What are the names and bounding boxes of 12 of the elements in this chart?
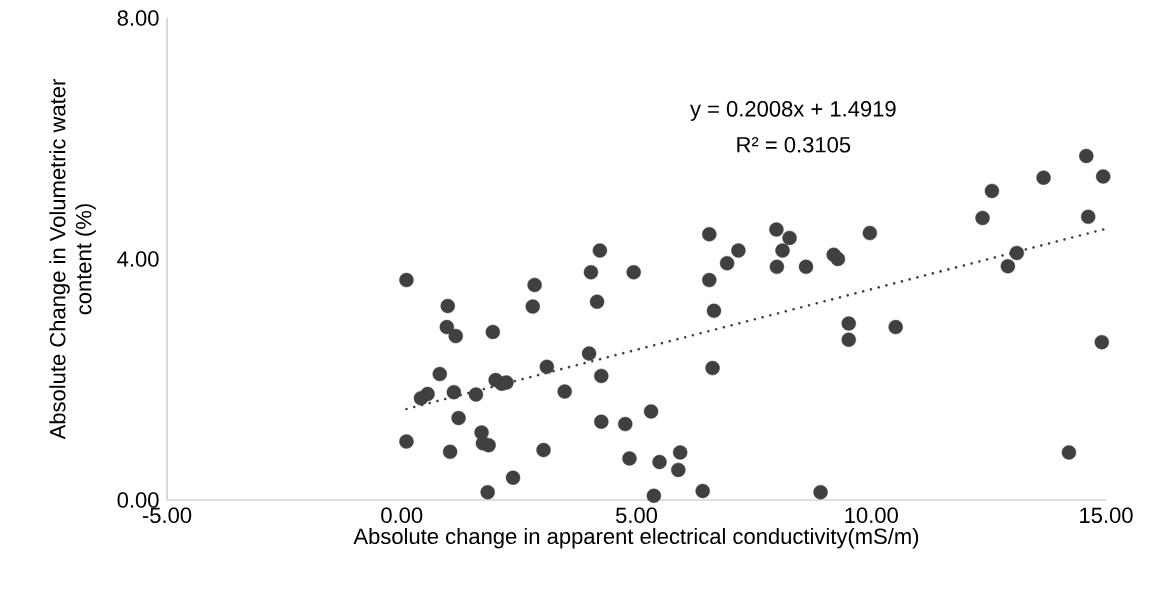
y-tick-label: 4.00 <box>117 251 159 267</box>
x-axis-title: Absolute change in apparent electrical conductivity(mS/m) <box>353 527 919 549</box>
y-axis-title: Absolute Change in Volumetric water content (%) <box>49 79 96 440</box>
x-tick-label: 5.00 <box>615 507 658 524</box>
y-tick-label: 8.00 <box>117 10 159 26</box>
x-tick-label: 10.00 <box>845 507 898 524</box>
x-tick-label: 15.00 <box>1080 507 1133 524</box>
x-tick-label: 0.00 <box>381 507 423 524</box>
y-tick-label: 0.00 <box>117 492 159 508</box>
annotation: R² = 0.3105 <box>737 136 851 153</box>
annotation: y = 0.2008x + 1.4919 <box>690 101 896 121</box>
x-tick-label: -5.00 <box>142 507 192 524</box>
